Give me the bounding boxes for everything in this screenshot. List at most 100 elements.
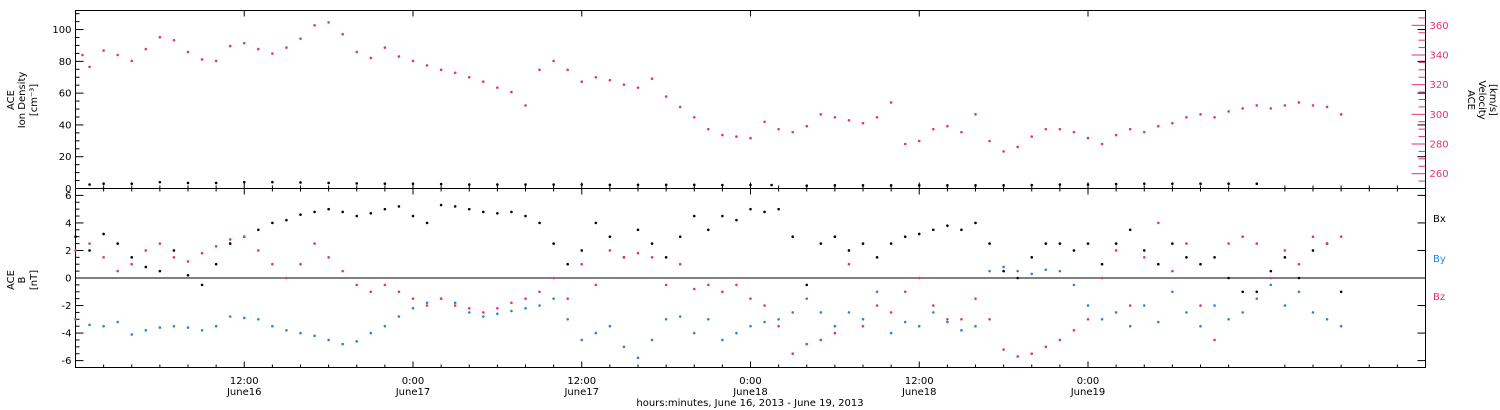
bx-point: [88, 249, 91, 252]
velocity-point: [917, 139, 921, 143]
density-axis-title-1: ACE: [6, 90, 17, 110]
bz-point: [875, 304, 879, 307]
by-point: [692, 331, 696, 335]
field-axis-title-1: ACE: [6, 270, 17, 290]
bx-point: [102, 232, 105, 236]
velocity-point: [1325, 105, 1329, 109]
bx-point: [1227, 276, 1230, 280]
x-tick-time-label: 0:00: [739, 376, 761, 387]
density-point: [327, 181, 330, 185]
bx-point: [917, 232, 921, 236]
by-point: [819, 311, 823, 314]
by-point: [903, 320, 907, 324]
velocity-point: [130, 59, 134, 63]
bz-point: [932, 304, 935, 307]
velocity-point: [1269, 107, 1273, 110]
field-axis-title-2: B: [17, 276, 28, 283]
velocity-point: [453, 71, 457, 75]
density-axis-title-3: [cm⁻³]: [29, 84, 40, 116]
velocity-axis-title-2: Velocity: [1476, 80, 1487, 119]
by-point: [833, 324, 837, 328]
bx-point: [1002, 269, 1005, 273]
by-point: [707, 318, 710, 321]
bz-point: [692, 287, 696, 291]
bx-point: [946, 224, 949, 227]
density-point: [917, 184, 921, 187]
velocity-point: [875, 116, 879, 119]
bx-point: [1114, 242, 1118, 245]
by-point: [1213, 304, 1216, 307]
density-y-tick-label: 60: [59, 89, 72, 100]
x-tick-time-label: 0:00: [1077, 376, 1099, 387]
velocity-point: [946, 124, 949, 128]
density-point: [1142, 182, 1146, 186]
bz-point: [383, 283, 387, 287]
bx-point: [299, 213, 302, 216]
by-point: [1044, 268, 1048, 272]
bz-point: [496, 306, 499, 310]
field-y-tick-label: -2: [62, 301, 72, 312]
bz-point: [960, 318, 963, 321]
by-point: [1030, 272, 1034, 276]
density-point: [580, 183, 584, 186]
by-point: [960, 329, 963, 332]
x-tick-date-label: June18: [732, 387, 768, 398]
by-point: [453, 301, 457, 305]
bx-point: [355, 214, 359, 218]
bz-point: [130, 262, 134, 266]
by-point: [1255, 297, 1259, 300]
bx-point: [496, 211, 499, 215]
density-point: [186, 181, 190, 185]
by-point: [552, 297, 555, 300]
velocity-point: [383, 46, 387, 49]
by-point: [411, 306, 415, 310]
velocity-point: [327, 21, 330, 24]
by-point: [299, 331, 302, 335]
x-tick-date-label: June18: [901, 387, 937, 398]
legend-by: By: [1433, 254, 1446, 265]
by-point: [1072, 283, 1076, 287]
by-point: [566, 318, 569, 321]
bx-point: [510, 210, 513, 214]
velocity-point: [411, 59, 415, 63]
bx-point: [861, 242, 865, 245]
bz-point: [791, 352, 794, 356]
bz-point: [664, 283, 668, 287]
bz-point: [1171, 269, 1174, 273]
density-point: [770, 183, 773, 187]
velocity-point: [496, 86, 499, 89]
velocity-point: [285, 46, 288, 49]
velocity-point: [524, 104, 527, 107]
bx-point: [1241, 290, 1244, 294]
density-point: [439, 182, 443, 186]
density-point: [299, 181, 302, 184]
bz-point: [1058, 338, 1062, 342]
by-point: [875, 290, 879, 294]
bz-point: [1185, 242, 1188, 245]
bx-point: [186, 273, 190, 277]
by-point: [285, 329, 288, 332]
bz-point: [1044, 345, 1048, 349]
bz-point: [777, 324, 780, 328]
velocity-point: [1072, 130, 1076, 134]
by-point: [1311, 311, 1315, 314]
bz-point: [594, 283, 598, 287]
bz-point: [228, 238, 232, 241]
bz-point: [1269, 276, 1273, 280]
bx-point: [636, 228, 640, 232]
bz-point: [735, 283, 738, 287]
bz-point: [1016, 355, 1019, 358]
by-point: [1016, 269, 1019, 273]
velocity-point: [257, 47, 260, 51]
bx-point: [749, 207, 752, 211]
by-point: [172, 324, 176, 328]
x-tick-date-label: June17: [563, 387, 599, 398]
density-y-tick-label: 40: [59, 120, 72, 131]
bz-point: [1255, 242, 1259, 245]
by-point: [74, 318, 77, 321]
field-y-tick-label: 4: [65, 218, 71, 229]
by-point: [805, 297, 809, 300]
bx-point: [889, 242, 893, 245]
velocity-point: [88, 65, 91, 69]
